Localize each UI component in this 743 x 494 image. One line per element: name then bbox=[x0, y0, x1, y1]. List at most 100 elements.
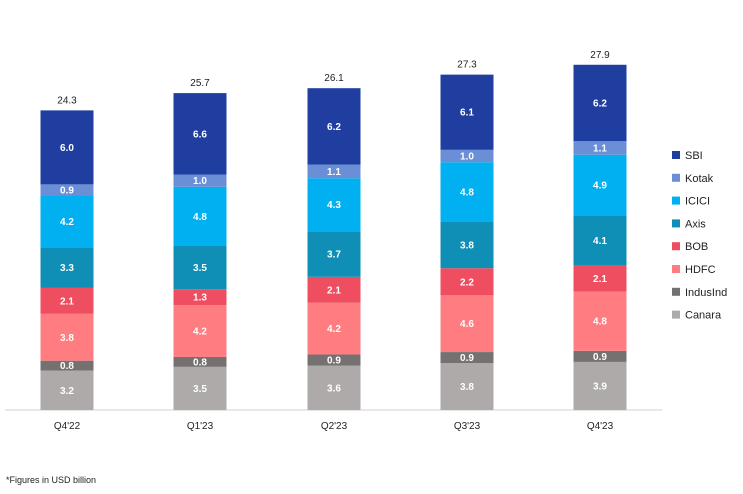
legend-label-bob: BOB bbox=[685, 241, 708, 253]
legend-label-kotak: Kotak bbox=[685, 173, 714, 185]
bar-value-label: 4.8 bbox=[593, 317, 607, 328]
bar-value-label: 6.1 bbox=[460, 108, 474, 119]
bar-segment-hdfc-2 bbox=[307, 302, 361, 355]
bar-segment-canara-3 bbox=[440, 363, 494, 410]
x-tick-label: Q4'22 bbox=[54, 421, 81, 432]
bar-value-label: 2.1 bbox=[60, 296, 74, 307]
bar-value-label: 3.8 bbox=[60, 333, 74, 344]
bar-segment-indusind-2 bbox=[307, 354, 361, 366]
bar-segment-icici-2 bbox=[307, 178, 361, 232]
bar-segment-canara-0 bbox=[40, 370, 94, 410]
bar-segment-canara-4 bbox=[573, 361, 627, 410]
bar-segment-kotak-0 bbox=[40, 184, 94, 196]
legend-label-hdfc: HDFC bbox=[685, 264, 716, 276]
bar-value-label: 6.6 bbox=[193, 129, 207, 140]
bar-value-label: 3.2 bbox=[60, 386, 74, 397]
bar-segment-sbi-3 bbox=[440, 74, 494, 150]
bar-segment-canara-1 bbox=[173, 366, 227, 410]
bar-segment-kotak-4 bbox=[573, 141, 627, 155]
bar-value-label: 3.8 bbox=[460, 382, 474, 393]
bar-value-label: 3.7 bbox=[327, 250, 341, 261]
x-tick-label: Q4'23 bbox=[587, 421, 614, 432]
bar-segment-kotak-1 bbox=[173, 174, 227, 187]
bar-segment-bob-2 bbox=[307, 276, 361, 303]
bar-value-label: 1.1 bbox=[327, 167, 341, 178]
bar-value-label: 4.8 bbox=[460, 187, 474, 198]
legend-label-sbi: SBI bbox=[685, 150, 703, 162]
bar-segment-hdfc-1 bbox=[173, 305, 227, 357]
bar-value-label: 3.5 bbox=[193, 263, 207, 274]
bar-value-label: 0.9 bbox=[593, 352, 607, 363]
bar-segment-bob-4 bbox=[573, 265, 627, 292]
bar-total-label: 27.9 bbox=[590, 50, 610, 61]
bar-total-label: 27.3 bbox=[457, 60, 477, 71]
bar-value-label: 2.2 bbox=[460, 277, 474, 288]
bar-total-label: 25.7 bbox=[190, 78, 210, 89]
bar-segment-indusind-1 bbox=[173, 356, 227, 367]
bar-segment-axis-3 bbox=[440, 221, 494, 269]
legend-swatch-indusind bbox=[672, 287, 680, 296]
bar-segment-axis-4 bbox=[573, 215, 627, 266]
bar-value-label: 2.1 bbox=[327, 285, 341, 296]
x-tick-label: Q3'23 bbox=[454, 421, 481, 432]
bar-value-label: 0.8 bbox=[193, 357, 207, 368]
bar-value-label: 3.6 bbox=[327, 383, 341, 394]
bar-value-label: 4.1 bbox=[593, 236, 607, 247]
bar-segment-hdfc-0 bbox=[40, 313, 94, 361]
bar-segment-icici-4 bbox=[573, 154, 627, 216]
x-tick-label: Q1'23 bbox=[187, 421, 214, 432]
bar-value-label: 0.9 bbox=[60, 185, 74, 196]
bar-value-label: 3.5 bbox=[193, 384, 207, 395]
bar-segment-indusind-3 bbox=[440, 352, 494, 364]
bar-value-label: 4.2 bbox=[327, 324, 341, 335]
bar-value-label: 3.3 bbox=[60, 263, 74, 274]
bar-segment-sbi-1 bbox=[173, 93, 227, 175]
bar-segment-icici-3 bbox=[440, 162, 494, 222]
bar-value-label: 4.2 bbox=[193, 327, 207, 338]
bar-value-label: 4.2 bbox=[60, 217, 74, 228]
legend-label-indusind: IndusInd bbox=[685, 287, 727, 299]
bar-value-label: 0.8 bbox=[60, 361, 74, 372]
bar-value-label: 4.8 bbox=[193, 212, 207, 223]
bar-value-label: 1.0 bbox=[460, 152, 474, 163]
bar-segment-axis-2 bbox=[307, 231, 361, 277]
bar-value-label: 6.2 bbox=[327, 122, 341, 133]
bars-group: 3.2 0.8 3.8 2.1 3.3 4.2 0.9 6.0 24.3 Q4'22 3.5 0.8 4… bbox=[40, 50, 627, 432]
legend-swatch-sbi bbox=[672, 151, 680, 159]
legend-swatch-axis bbox=[672, 219, 680, 228]
bar-value-label: 0.9 bbox=[327, 356, 341, 367]
bar-value-label: 0.9 bbox=[460, 353, 474, 364]
bar-segment-sbi-2 bbox=[307, 88, 361, 165]
bar-segment-icici-1 bbox=[173, 186, 227, 247]
legend-swatch-bob bbox=[672, 242, 680, 251]
bar-value-label: 3.8 bbox=[460, 240, 474, 251]
bar-segment-bob-0 bbox=[40, 287, 94, 314]
bar-segment-canara-2 bbox=[307, 365, 361, 410]
bar-segment-kotak-2 bbox=[307, 164, 361, 179]
bar-value-label: 1.1 bbox=[593, 143, 607, 154]
bar-segment-hdfc-3 bbox=[440, 295, 494, 353]
bar-total-label: 24.3 bbox=[57, 95, 77, 106]
bar-segment-sbi-4 bbox=[573, 64, 627, 142]
footnote: *Figures in USD billion bbox=[6, 475, 97, 485]
bar-value-label: 6.0 bbox=[60, 143, 74, 154]
bar-segment-hdfc-4 bbox=[573, 291, 627, 351]
legend-label-icici: ICICI bbox=[685, 196, 710, 208]
bar-segment-axis-1 bbox=[173, 246, 227, 290]
bar-value-label: 2.1 bbox=[593, 274, 607, 285]
legend-swatch-icici bbox=[672, 196, 680, 205]
legend-label-axis: Axis bbox=[685, 218, 706, 230]
legend-swatch-hdfc bbox=[672, 265, 680, 273]
bar-segment-bob-3 bbox=[440, 268, 494, 296]
legend: SBI Kotak ICICI Axis BOB HDFC IndusInd Canara bbox=[672, 150, 727, 322]
bar-value-label: 4.9 bbox=[593, 180, 607, 191]
bar-value-label: 3.9 bbox=[593, 381, 607, 392]
legend-swatch-kotak bbox=[672, 173, 680, 182]
bar-total-label: 26.1 bbox=[324, 73, 344, 84]
x-tick-label: Q2'23 bbox=[321, 421, 348, 432]
bar-segment-icici-0 bbox=[40, 195, 94, 248]
bar-segment-indusind-0 bbox=[40, 360, 94, 371]
bar-value-label: 1.3 bbox=[193, 293, 207, 304]
bar-value-label: 4.6 bbox=[460, 319, 474, 330]
